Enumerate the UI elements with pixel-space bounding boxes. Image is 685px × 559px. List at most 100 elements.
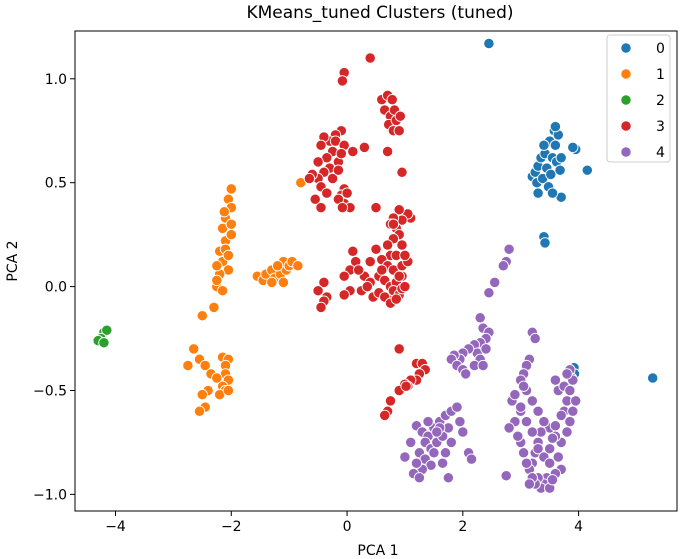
data-point	[196, 388, 208, 401]
data-point	[309, 193, 321, 205]
data-point	[326, 172, 339, 185]
data-point	[188, 343, 200, 355]
data-point	[520, 415, 533, 428]
data-point	[381, 145, 394, 158]
data-point	[208, 301, 220, 314]
legend-marker	[620, 42, 632, 54]
data-point	[564, 415, 576, 428]
legend-item-4: 4	[620, 145, 665, 161]
data-point	[393, 204, 405, 216]
data-point	[428, 447, 440, 459]
data-point	[529, 332, 541, 345]
data-point	[393, 270, 405, 282]
data-point	[549, 120, 562, 133]
x-tick-label: −2	[221, 519, 242, 535]
data-point	[396, 239, 408, 251]
data-point	[567, 141, 579, 154]
data-point	[410, 457, 423, 469]
data-point	[422, 415, 434, 428]
series-4-points	[399, 243, 582, 494]
data-point	[555, 409, 567, 422]
data-point	[549, 420, 562, 432]
data-point	[386, 93, 398, 106]
data-point	[101, 324, 113, 336]
data-point	[539, 237, 551, 249]
data-point	[442, 472, 455, 484]
x-tick-label: 4	[574, 519, 583, 535]
data-point	[405, 436, 417, 449]
legend-label: 3	[656, 119, 665, 135]
data-point	[520, 457, 533, 469]
data-point	[570, 395, 582, 407]
data-point	[515, 401, 527, 413]
data-point	[364, 255, 376, 268]
legend-label: 0	[656, 41, 665, 57]
data-point	[390, 293, 402, 305]
data-point	[196, 310, 208, 322]
data-point	[347, 245, 359, 257]
legend-item-2: 2	[620, 93, 665, 109]
data-point	[445, 436, 457, 449]
data-point	[532, 405, 544, 417]
data-point	[321, 187, 333, 199]
data-point	[526, 395, 538, 407]
x-axis-label: PCA 1	[357, 543, 398, 559]
y-axis-label: PCA 2	[5, 240, 21, 281]
data-point	[277, 276, 290, 289]
data-point	[489, 276, 501, 289]
data-point	[523, 478, 536, 490]
data-point	[318, 276, 330, 289]
data-point	[379, 409, 391, 422]
data-point	[555, 152, 567, 164]
data-point	[222, 249, 235, 262]
series-3-points	[303, 52, 431, 422]
data-point	[384, 395, 397, 407]
data-point	[225, 228, 237, 241]
data-point	[561, 426, 573, 438]
data-point	[503, 243, 515, 255]
data-point	[483, 287, 495, 299]
data-point	[538, 415, 550, 428]
data-point	[503, 422, 515, 434]
data-point	[439, 447, 452, 459]
legend: 0 1 2 3 4	[606, 34, 671, 163]
data-point	[413, 472, 426, 484]
x-tick-label: −4	[105, 519, 126, 535]
data-point	[393, 125, 405, 137]
legend-item-0: 0	[620, 41, 665, 57]
data-point	[393, 343, 405, 355]
x-axis: −4 −2 0 2 4	[105, 511, 583, 535]
data-point	[477, 359, 489, 372]
plot-frame	[74, 30, 678, 512]
data-point	[387, 218, 400, 230]
data-point	[517, 380, 530, 392]
data-point	[400, 380, 412, 392]
data-point	[271, 260, 284, 272]
data-point	[193, 405, 206, 417]
y-tick-label: 0.0	[45, 280, 67, 296]
data-point	[182, 359, 194, 372]
data-point	[457, 426, 469, 438]
legend-label: 1	[656, 67, 665, 83]
data-point	[567, 405, 579, 417]
data-point	[561, 368, 573, 380]
data-point	[216, 285, 229, 297]
data-point	[538, 139, 550, 151]
data-point	[545, 168, 557, 181]
data-point	[361, 280, 373, 293]
data-point	[225, 183, 237, 195]
data-point	[315, 301, 327, 314]
data-point	[338, 270, 350, 282]
legend-marker	[620, 146, 632, 158]
data-point	[497, 260, 509, 272]
data-point	[376, 264, 388, 276]
data-point	[474, 312, 486, 324]
data-point	[312, 285, 324, 297]
data-point	[526, 426, 538, 438]
legend-label: 4	[656, 145, 665, 161]
data-point	[336, 201, 349, 214]
data-point	[546, 474, 559, 486]
x-tick-label: 0	[343, 519, 352, 535]
data-point	[564, 384, 576, 397]
